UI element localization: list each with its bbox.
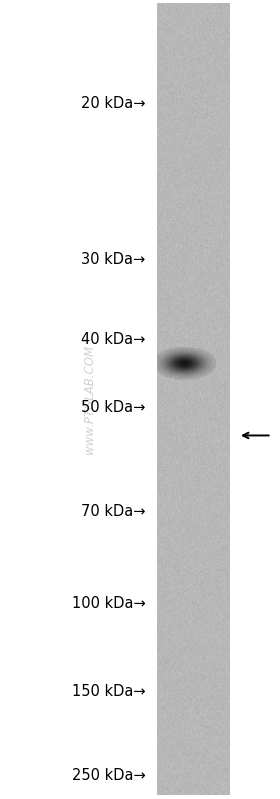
Text: 40 kDa→: 40 kDa→ xyxy=(81,332,146,347)
Text: 150 kDa→: 150 kDa→ xyxy=(72,684,146,698)
Text: 30 kDa→: 30 kDa→ xyxy=(81,252,146,267)
Text: 20 kDa→: 20 kDa→ xyxy=(81,97,146,111)
Text: 50 kDa→: 50 kDa→ xyxy=(81,400,146,415)
Text: www.PTGLAB.COM: www.PTGLAB.COM xyxy=(83,345,96,454)
Text: 100 kDa→: 100 kDa→ xyxy=(72,596,146,610)
Text: 70 kDa→: 70 kDa→ xyxy=(81,504,146,519)
Text: 250 kDa→: 250 kDa→ xyxy=(72,768,146,782)
